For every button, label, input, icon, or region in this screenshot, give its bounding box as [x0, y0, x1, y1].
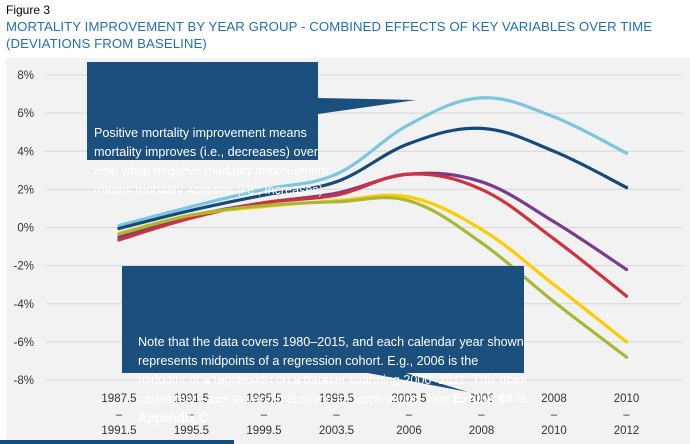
data-point	[479, 180, 484, 184]
x-tick-label-bottom: 1999.5	[246, 425, 281, 437]
y-tick-label: 6%	[17, 108, 34, 120]
chart-svg: 8% 6% 4% 2% 0% -2% -4% -6% -8% 1987.5 – 1991.5 1991…	[14, 62, 682, 437]
data-point	[552, 283, 556, 287]
data-point	[479, 187, 484, 191]
callout-boxes	[87, 62, 524, 392]
data-point	[479, 96, 484, 100]
callout-top-box	[87, 62, 416, 160]
data-point	[262, 187, 266, 191]
data-point	[552, 220, 556, 224]
series-line-6	[117, 195, 629, 359]
x-tick-label-bottom: 2006	[396, 425, 422, 437]
data-point	[117, 226, 121, 231]
x-tick-label-bottom: 2003.5	[319, 425, 354, 437]
data-point	[624, 294, 629, 298]
data-point	[624, 185, 629, 190]
x-tick-label-dash: –	[333, 409, 340, 421]
data-point	[624, 267, 629, 272]
x-tick-label-dash: –	[406, 409, 413, 421]
data-point	[262, 193, 266, 197]
x-tick-label-dash: –	[188, 409, 195, 421]
y-tick-label: -2%	[14, 261, 34, 273]
data-point	[262, 201, 266, 205]
chart-title: MORTALITY IMPROVEMENT BY YEAR GROUP - CO…	[6, 19, 653, 51]
x-tick-label-top: 2003.5	[391, 393, 426, 405]
bottom-accent-bar	[0, 440, 234, 444]
x-tick-label-top: 1995.5	[246, 393, 281, 405]
data-point	[407, 172, 411, 176]
data-point	[117, 238, 121, 242]
x-tick-label-top: 2008	[541, 393, 567, 405]
x-tick-label-top: 1987.5	[101, 393, 136, 405]
data-point	[552, 237, 556, 241]
x-axis-ticks: 1987.5 – 1991.5 1991.5 – 1995.5 1995.5 – 1999.5 1…	[101, 393, 639, 437]
y-tick-label: -8%	[14, 375, 34, 387]
data-point	[407, 199, 411, 203]
callout-bottom-mid: in	[512, 392, 526, 406]
data-point	[117, 223, 121, 228]
appendix-link: Appendix C	[138, 411, 208, 425]
series-line-1	[117, 96, 629, 228]
data-point	[552, 300, 556, 304]
y-axis-ticks: 8% 6% 4% 2% 0% -2% -4% -6% -8%	[14, 70, 34, 387]
exhibit-link: Exhibit 68	[453, 392, 513, 406]
x-tick-label-top: 2010	[614, 393, 640, 405]
data-point	[334, 200, 339, 204]
callout-bottom-main: Note that the data covers 1980–2015, and…	[138, 335, 527, 406]
data-point	[189, 213, 194, 217]
y-tick-label: 0%	[17, 223, 34, 235]
data-point	[552, 149, 556, 153]
x-tick-label-top: 1991.5	[174, 393, 209, 405]
callout-bottom-end: .	[207, 411, 212, 425]
data-point	[117, 232, 121, 236]
data-point	[334, 172, 339, 176]
data-point	[407, 122, 411, 127]
callout-bottom-text: Note that the data covers 1980–2015, and…	[138, 333, 528, 428]
y-tick-label: -6%	[14, 337, 34, 349]
x-tick-label-top: 1999.5	[319, 393, 354, 405]
x-tick-label-dash: –	[623, 409, 630, 421]
data-point	[479, 227, 484, 232]
y-tick-label: 4%	[17, 146, 34, 158]
x-tick-label-dash: –	[116, 409, 123, 421]
series-lines	[117, 96, 629, 359]
data-point	[624, 151, 629, 155]
data-point	[479, 241, 484, 245]
x-tick-label-bottom: 1995.5	[174, 425, 209, 437]
x-tick-label-top: 2006	[469, 393, 495, 405]
figure-label: Figure 3	[6, 3, 51, 17]
x-tick-label-dash: –	[478, 409, 485, 421]
data-point	[334, 193, 339, 197]
data-point	[189, 204, 194, 209]
data-point	[189, 208, 194, 212]
data-point	[624, 355, 629, 359]
data-point	[262, 203, 266, 208]
data-point	[117, 235, 121, 239]
y-tick-label: 8%	[17, 70, 34, 82]
data-point	[552, 115, 556, 119]
x-tick-label-bottom: 2008	[469, 425, 495, 437]
x-tick-label-bottom: 2010	[541, 425, 567, 437]
x-tick-label-dash: –	[551, 409, 558, 421]
callout-top-text: Positive mortality improvement means mor…	[94, 126, 329, 197]
callout-bottom-box	[122, 266, 524, 392]
chart-panel: 8% 6% 4% 2% 0% -2% -4% -6% -8% 1987.5 – 1991.5 1991…	[6, 58, 690, 444]
data-point	[189, 216, 194, 220]
data-point	[407, 195, 411, 199]
y-tick-label: 2%	[17, 184, 34, 196]
series-line-4	[117, 172, 629, 298]
y-tick-label: -4%	[14, 299, 34, 311]
x-tick-label-bottom: 2012	[614, 425, 640, 437]
data-point	[624, 340, 629, 344]
x-tick-label-bottom: 1991.5	[101, 425, 136, 437]
data-point	[479, 126, 484, 130]
data-point	[334, 180, 339, 184]
x-tick-label-dash: –	[261, 409, 268, 421]
data-point	[407, 142, 411, 146]
